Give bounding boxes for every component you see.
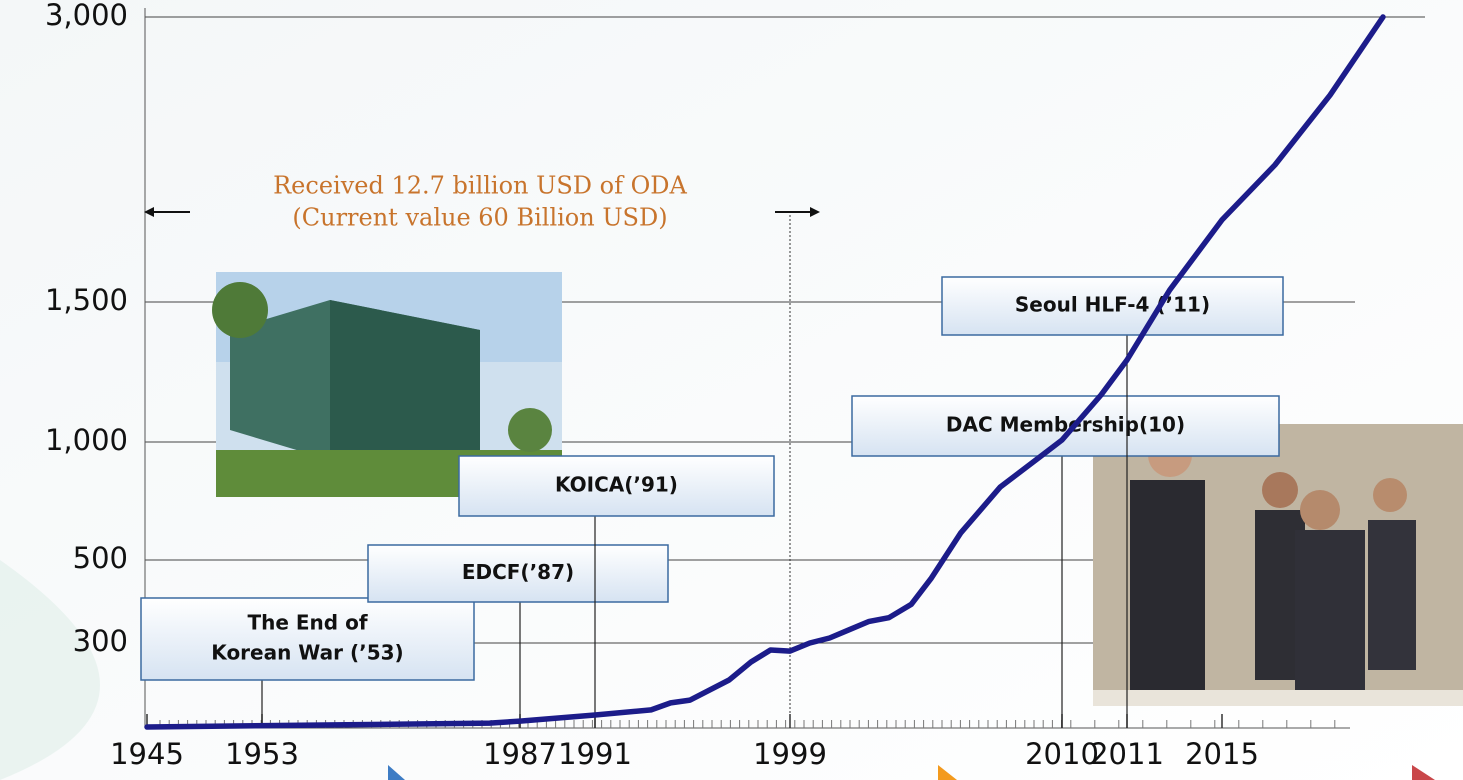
- annotation-label: EDCF(’87): [462, 560, 574, 584]
- x-tick-label: 1991: [558, 737, 632, 771]
- x-tick-label: 2010: [1025, 737, 1099, 771]
- oda-note: (Current value 60 Billion USD): [292, 204, 667, 232]
- y-tick-label: 1,500: [45, 283, 128, 317]
- chart: 300 500 1,000 1,500 3,000 1945 1953 19871991 199…: [0, 0, 1463, 780]
- y-tick-label: 300: [73, 624, 128, 658]
- signing-photo: [1093, 424, 1463, 706]
- y-tick-label: 3,000: [45, 0, 128, 32]
- y-tick-label: 500: [73, 541, 128, 575]
- x-tick-label: 1987: [483, 737, 557, 771]
- oda-note: Received 12.7 billion USD of ODA: [273, 172, 687, 200]
- x-tick-label: 2015: [1185, 737, 1259, 771]
- x-tick-label: 1953: [225, 737, 299, 771]
- x-tick-label: 1999: [753, 737, 827, 771]
- x-tick-label: 2011: [1090, 737, 1164, 771]
- annotation-label: The End of: [247, 611, 367, 635]
- x-tick-label: 1945: [110, 737, 184, 771]
- y-tick-label: 1,000: [45, 423, 128, 457]
- annotation-label: Korean War (’53): [211, 641, 403, 665]
- annotation-label: KOICA(’91): [555, 473, 678, 497]
- annotation-label: Seoul HLF-4 (’11): [1015, 293, 1210, 317]
